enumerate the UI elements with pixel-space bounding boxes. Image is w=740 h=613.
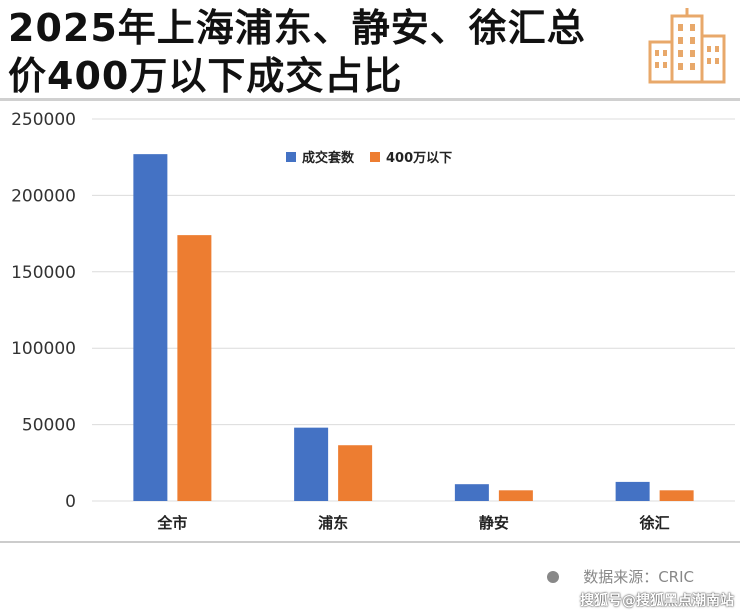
x-tick-label: 全市 <box>156 514 187 532</box>
title-block: 2025年上海浦东、静安、徐汇总 价400万以下成交占比 <box>8 4 628 100</box>
bar-chart: 0 50000 100000 150000 200000 250000 全市 浦东 静安 徐汇 <box>0 110 740 543</box>
city-buildings-icon <box>648 8 726 84</box>
bar-series-1 <box>615 481 650 501</box>
bar-series-2 <box>659 490 694 501</box>
header-divider <box>0 98 740 101</box>
y-tick-label: 100000 <box>11 339 76 359</box>
chart-legend: 成交套数 400万以下 <box>286 147 452 166</box>
bars <box>133 154 694 502</box>
bullet-dot-icon <box>547 570 560 583</box>
bar-series-2 <box>338 445 373 501</box>
y-tick-label: 250000 <box>11 110 76 130</box>
y-tick-label: 0 <box>65 492 76 512</box>
bar-series-1 <box>454 484 489 501</box>
bar-series-2 <box>498 490 533 501</box>
chart-title-line-1: 2025年上海浦东、静安、徐汇总 <box>8 6 586 50</box>
bar-series-1 <box>133 154 168 502</box>
y-tick-label: 200000 <box>11 186 76 206</box>
bar-series-2 <box>177 235 212 502</box>
chart-title-line-2: 价400万以下成交占比 <box>8 54 403 98</box>
y-tick-label: 50000 <box>22 416 76 436</box>
x-tick-labels: 全市 浦东 静安 徐汇 <box>156 514 669 532</box>
legend-swatch-series-2 <box>370 151 381 162</box>
source-row: 数据来源：CRIC <box>547 566 694 587</box>
legend-item-series-1: 成交套数 <box>286 147 354 166</box>
legend-label-series-1: 成交套数 <box>302 151 355 166</box>
legend-item-series-2: 400万以下 <box>370 147 452 166</box>
y-tick-label: 150000 <box>11 263 76 283</box>
watermark: 搜狐号@搜狐黑点潮南站 <box>580 593 734 609</box>
x-tick-label: 静安 <box>479 514 509 532</box>
y-tick-labels: 0 50000 100000 150000 200000 250000 <box>11 110 76 512</box>
data-source: 数据来源：CRIC <box>583 568 694 586</box>
x-tick-label: 浦东 <box>318 514 348 532</box>
legend-swatch-series-1 <box>286 151 296 162</box>
x-tick-label: 徐汇 <box>639 514 670 532</box>
bar-series-1 <box>294 427 329 501</box>
legend-label-series-2: 400万以下 <box>386 151 453 166</box>
